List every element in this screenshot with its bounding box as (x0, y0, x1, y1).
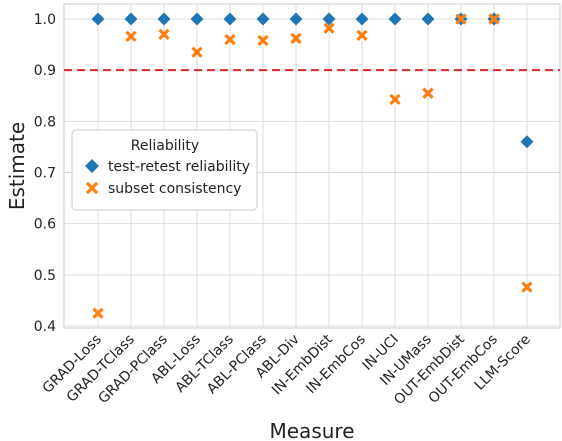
legend-label: subset consistency (108, 181, 241, 197)
y-tick-label: 0.6 (34, 217, 56, 233)
data-marks (91, 12, 534, 319)
legend-item: test-retest reliability (85, 159, 250, 175)
legend-title: Reliability (131, 138, 199, 154)
data-point-diamond (289, 12, 303, 26)
legend-box (71, 129, 258, 211)
legend: Reliability test-retest reliability subse… (71, 129, 258, 211)
y-tick-labels: 0.4 0.5 0.6 0.7 0.8 0.9 1.0 (34, 12, 56, 335)
data-point-x (257, 34, 269, 47)
data-point-diamond (388, 12, 402, 26)
data-point-x (290, 32, 302, 45)
data-point-diamond (322, 12, 336, 26)
y-tick-label: 0.7 (34, 166, 56, 182)
data-point-x (191, 46, 203, 58)
data-point-diamond (355, 12, 369, 26)
y-tick-label: 0.4 (34, 319, 56, 335)
data-point-diamond (190, 12, 204, 26)
legend-marker-x (85, 181, 99, 195)
legend-item: subset consistency (85, 181, 241, 197)
data-point-diamond (520, 135, 534, 149)
data-point-x (356, 29, 368, 42)
data-point-x (488, 13, 500, 25)
x-axis-label: Measure (270, 419, 355, 441)
data-point-x (422, 87, 434, 99)
legend-items: test-retest reliability subset consistenc… (85, 159, 250, 197)
grid (64, 4, 560, 328)
data-point-diamond (223, 12, 237, 26)
data-point-x (125, 30, 137, 43)
series-subset-consistency (92, 13, 533, 319)
data-point-diamond (157, 12, 171, 26)
y-tick-label: 1.0 (34, 12, 56, 28)
data-point-x (92, 307, 104, 319)
data-point-diamond (256, 12, 270, 26)
data-point-x (521, 281, 533, 293)
data-point-x (158, 28, 170, 40)
data-point-diamond (421, 12, 435, 26)
legend-label: test-retest reliability (108, 159, 250, 175)
y-tick-label: 0.8 (34, 114, 56, 130)
legend-marker-diamond (85, 159, 99, 173)
data-point-x (389, 93, 401, 105)
x-tick-labels: GRAD-LossGRAD-TClassGRAD-PClassABL-LossA… (40, 331, 534, 408)
data-point-x (224, 33, 236, 46)
y-tick-label: 0.9 (34, 63, 56, 79)
data-point-x (455, 13, 467, 25)
data-point-diamond (124, 12, 138, 26)
y-tick-label: 0.5 (34, 268, 56, 284)
y-axis-label: Estimate (5, 122, 29, 210)
data-point-x (323, 22, 335, 34)
data-point-diamond (91, 12, 105, 26)
